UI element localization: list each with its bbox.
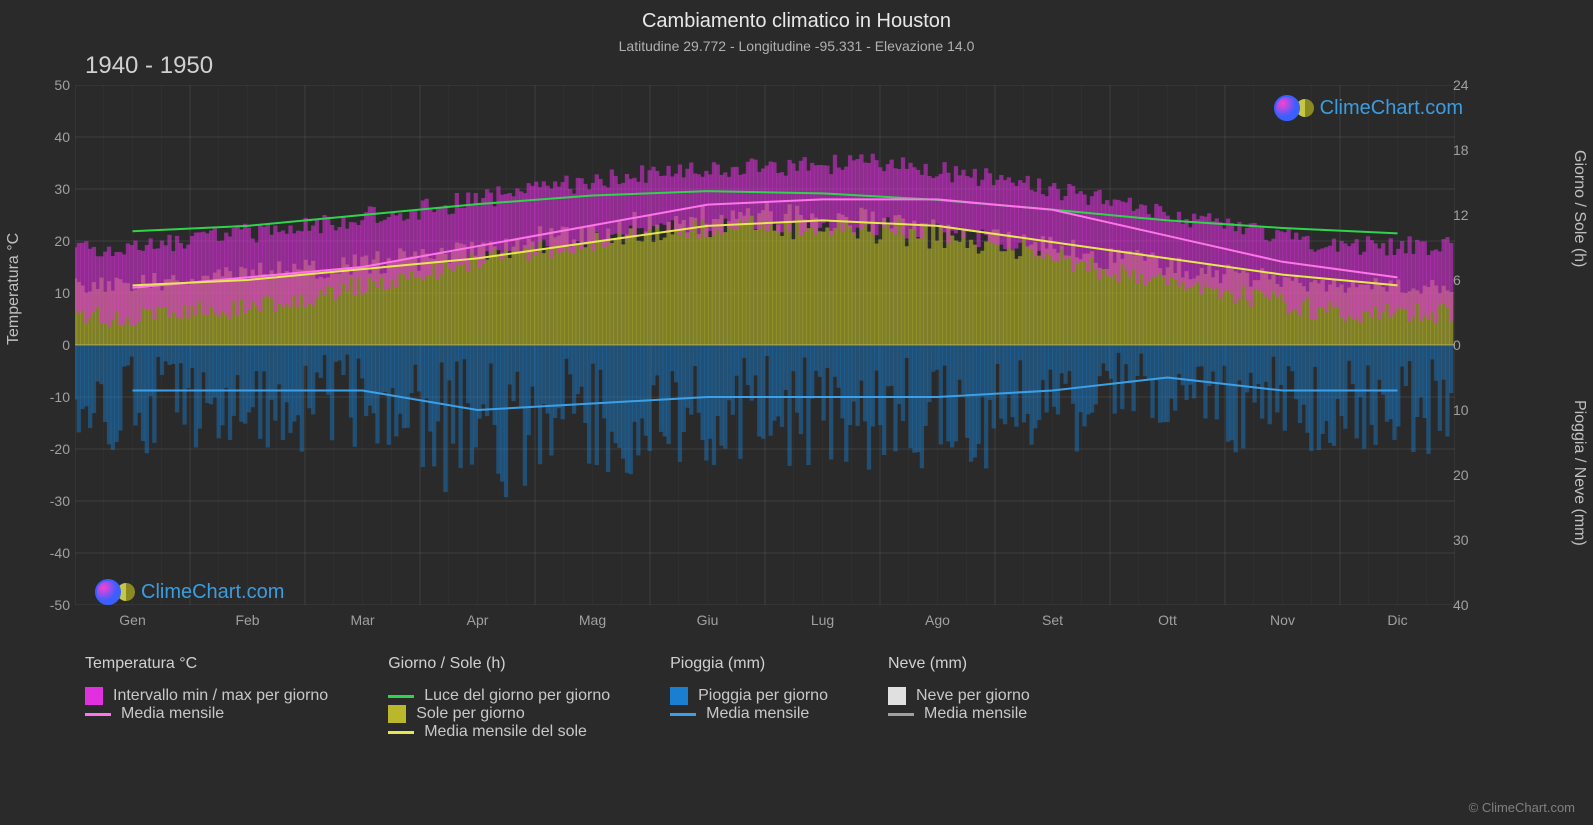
- legend-label: Media mensile: [121, 705, 224, 723]
- legend-items: Neve per giornoMedia mensile: [888, 687, 1030, 723]
- logo-circle-icon: [95, 579, 121, 605]
- y-tick-right: 30: [1453, 532, 1483, 548]
- legend-label: Media mensile: [706, 705, 809, 723]
- legend-col-daylight: Giorno / Sole (h) Luce del giorno per gi…: [388, 655, 610, 741]
- x-tick-month: Mar: [350, 612, 374, 628]
- legend-swatch: [888, 687, 906, 705]
- legend-item: Media mensile: [670, 705, 828, 723]
- x-tick-month: Giu: [697, 612, 719, 628]
- legend-label: Media mensile: [924, 705, 1027, 723]
- watermark-text: ClimeChart.com: [1320, 97, 1463, 120]
- year-range-label: 1940 - 1950: [85, 52, 213, 80]
- x-tick-month: Gen: [119, 612, 145, 628]
- y-tick-right: 10: [1453, 402, 1483, 418]
- legend-col-snow: Neve (mm) Neve per giornoMedia mensile: [888, 655, 1030, 741]
- x-tick-month: Ago: [925, 612, 950, 628]
- x-tick-month: Lug: [811, 612, 834, 628]
- y-tick-left: -20: [40, 441, 70, 457]
- legend-swatch: [85, 687, 103, 705]
- legend-header: Pioggia (mm): [670, 655, 828, 673]
- legend-label: Luce del giorno per giorno: [424, 687, 610, 705]
- chart-title: Cambiamento climatico in Houston: [0, 10, 1593, 33]
- y-tick-left: -40: [40, 545, 70, 561]
- y-axis-left-label: Temperatura °C: [5, 233, 23, 345]
- legend: Temperatura °C Intervallo min / max per …: [85, 655, 1533, 741]
- chart-svg: [75, 85, 1455, 605]
- plot-area: [75, 85, 1455, 605]
- y-axis-right-bottom-label: Pioggia / Neve (mm): [1570, 400, 1588, 546]
- y-tick-right: 18: [1453, 142, 1483, 158]
- legend-items: Luce del giorno per giornoSole per giorn…: [388, 687, 610, 741]
- y-tick-left: 30: [40, 181, 70, 197]
- y-tick-right: 20: [1453, 467, 1483, 483]
- legend-swatch: [388, 731, 414, 734]
- chart-subtitle: Latitudine 29.772 - Longitudine -95.331 …: [0, 38, 1593, 54]
- y-tick-right: 24: [1453, 77, 1483, 93]
- copyright-label: © ClimeChart.com: [1469, 800, 1575, 815]
- legend-item: Intervallo min / max per giorno: [85, 687, 328, 705]
- legend-label: Neve per giorno: [916, 687, 1030, 705]
- legend-item: Media mensile: [85, 705, 328, 723]
- legend-label: Pioggia per giorno: [698, 687, 828, 705]
- x-tick-month: Mag: [579, 612, 606, 628]
- legend-items: Intervallo min / max per giornoMedia men…: [85, 687, 328, 723]
- x-tick-month: Nov: [1270, 612, 1295, 628]
- y-tick-right: 12: [1453, 207, 1483, 223]
- legend-item: Luce del giorno per giorno: [388, 687, 610, 705]
- y-tick-left: 40: [40, 129, 70, 145]
- y-tick-left: -30: [40, 493, 70, 509]
- legend-item: Media mensile del sole: [388, 723, 610, 741]
- x-tick-month: Feb: [235, 612, 259, 628]
- legend-item: Neve per giorno: [888, 687, 1030, 705]
- watermark-top: ClimeChart.com: [1274, 95, 1463, 121]
- y-tick-left: 20: [40, 233, 70, 249]
- y-tick-left: -50: [40, 597, 70, 613]
- legend-items: Pioggia per giornoMedia mensile: [670, 687, 828, 723]
- chart-container: Cambiamento climatico in Houston Latitud…: [0, 0, 1593, 825]
- logo-circle-icon: [1274, 95, 1300, 121]
- y-axis-right-top-label: Giorno / Sole (h): [1570, 150, 1588, 267]
- watermark-text: ClimeChart.com: [141, 581, 284, 604]
- y-tick-left: 0: [40, 337, 70, 353]
- legend-col-rain: Pioggia (mm) Pioggia per giornoMedia men…: [670, 655, 828, 741]
- legend-swatch: [85, 713, 111, 716]
- y-tick-left: 10: [40, 285, 70, 301]
- legend-swatch: [670, 687, 688, 705]
- y-tick-right: 0: [1453, 337, 1483, 353]
- y-tick-left: 50: [40, 77, 70, 93]
- legend-col-temperature: Temperatura °C Intervallo min / max per …: [85, 655, 328, 741]
- legend-swatch: [388, 695, 414, 698]
- legend-header: Neve (mm): [888, 655, 1030, 673]
- x-tick-month: Dic: [1387, 612, 1407, 628]
- y-tick-left: -10: [40, 389, 70, 405]
- x-tick-month: Apr: [467, 612, 489, 628]
- watermark-bottom: ClimeChart.com: [95, 579, 284, 605]
- legend-swatch: [670, 713, 696, 716]
- y-tick-right: 6: [1453, 272, 1483, 288]
- legend-header: Giorno / Sole (h): [388, 655, 610, 673]
- legend-label: Sole per giorno: [416, 705, 525, 723]
- legend-header: Temperatura °C: [85, 655, 328, 673]
- x-tick-month: Ott: [1158, 612, 1177, 628]
- legend-swatch: [888, 713, 914, 716]
- y-tick-right: 40: [1453, 597, 1483, 613]
- legend-item: Pioggia per giorno: [670, 687, 828, 705]
- legend-label: Media mensile del sole: [424, 723, 587, 741]
- legend-item: Sole per giorno: [388, 705, 610, 723]
- legend-item: Media mensile: [888, 705, 1030, 723]
- x-tick-month: Set: [1042, 612, 1063, 628]
- legend-swatch: [388, 705, 406, 723]
- legend-label: Intervallo min / max per giorno: [113, 687, 328, 705]
